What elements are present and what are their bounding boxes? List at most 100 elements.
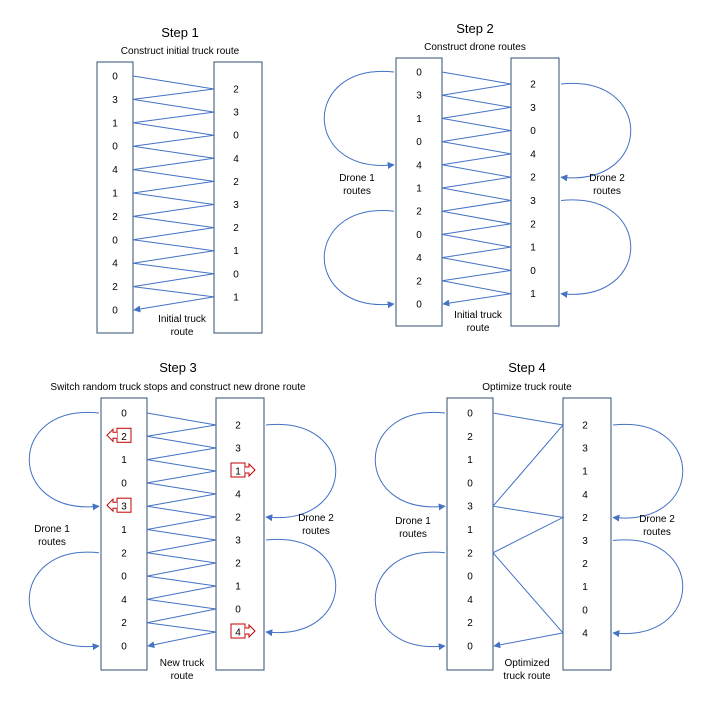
right-stop-column (510, 57, 560, 327)
switch-right-arrow-icon (245, 623, 256, 639)
drone-1-arc-upper (323, 70, 395, 169)
switch-right-arrow-icon (245, 462, 256, 478)
switch-left-arrow-icon (106, 428, 117, 443)
left-stop-label: 4 (416, 160, 422, 171)
drone-1-caption: Drone 1 (34, 524, 70, 535)
drone-1-caption: routes (399, 529, 427, 540)
left-stop-column (100, 397, 148, 671)
right-stop-label: 3 (530, 103, 536, 114)
left-stop-label: 0 (467, 478, 473, 489)
left-stop-column (96, 61, 134, 334)
drone-1-caption: Drone 1 (339, 173, 375, 184)
left-stop-label: 0 (121, 572, 127, 583)
drone-1-caption: routes (38, 537, 66, 548)
left-stop-label: 1 (416, 114, 422, 125)
truck-route-caption: route (467, 323, 490, 334)
right-stop-label: 4 (530, 149, 536, 160)
right-stop-label: 2 (235, 421, 241, 432)
left-stop-label: 2 (121, 548, 127, 559)
right-stop-label: 2 (582, 559, 588, 570)
right-stop-label: 0 (530, 126, 536, 137)
right-stop-column (213, 61, 263, 334)
left-stop-label: 3 (112, 95, 118, 106)
left-stop-column (395, 57, 443, 327)
right-stop-label: 1 (233, 246, 239, 257)
drone-2-arc-lower (612, 539, 684, 638)
drone-2-caption: routes (643, 527, 671, 538)
left-stop-label: 4 (121, 595, 127, 606)
right-stop-label: 2 (233, 223, 239, 234)
step-title: Step 3 (159, 360, 197, 375)
right-stop-label: 0 (235, 605, 241, 616)
drone-2-caption: routes (302, 526, 330, 537)
left-stop-label: 1 (467, 455, 473, 466)
truck-route-line (441, 71, 512, 295)
drone-2-caption: routes (593, 186, 621, 197)
right-stop-label: 2 (530, 219, 536, 230)
right-stop-label: 3 (233, 108, 239, 119)
right-stop-label: 4 (233, 154, 239, 165)
left-stop-label: 0 (112, 235, 118, 246)
right-stop-label: 2 (235, 513, 241, 524)
step-title: Step 2 (456, 21, 494, 36)
left-stop-label: 4 (416, 253, 422, 264)
step-panel-2: Step 2 Construct drone routes Drone 1 route… (323, 21, 632, 334)
left-stop-label: 0 (112, 72, 118, 83)
drone-1-arc-lower (28, 551, 100, 651)
right-stop-label: 1 (233, 292, 239, 303)
left-stop-label: 0 (416, 300, 422, 311)
left-stop-label: 2 (112, 212, 118, 223)
step-subtitle: Optimize truck route (482, 382, 572, 393)
left-stop-label: 0 (121, 642, 127, 653)
left-stop-label: 2 (416, 207, 422, 218)
truck-route-line (492, 412, 565, 634)
left-stop-label: 2 (467, 618, 473, 629)
truck-route-caption: truck route (503, 671, 551, 682)
right-stop-label: 1 (582, 467, 588, 478)
right-stop-label: 3 (233, 200, 239, 211)
drone-1-arc-lower (323, 210, 395, 309)
left-stop-label: 2 (467, 548, 473, 559)
step-panel-4: Step 4 Optimize truck route Drone 1 routes D… (374, 360, 684, 682)
right-stop-label: 2 (530, 173, 536, 184)
left-stop-label: 3 (121, 502, 127, 513)
left-stop-label: 3 (416, 91, 422, 102)
right-stop-label: 4 (582, 490, 588, 501)
right-stop-label: 1 (235, 582, 241, 593)
right-stop-label: 3 (235, 536, 241, 547)
drone-2-arc-upper (612, 423, 684, 522)
step-subtitle: Construct drone routes (424, 42, 526, 53)
right-stop-label: 4 (235, 628, 241, 639)
switch-left-arrow-icon (106, 497, 117, 513)
left-stop-label: 0 (112, 142, 118, 153)
left-stop-label: 2 (121, 432, 127, 443)
right-stop-label: 0 (233, 269, 239, 280)
truck-route-return-arrow (147, 631, 217, 649)
right-stop-label: 3 (530, 196, 536, 207)
left-stop-label: 2 (416, 276, 422, 287)
drone-2-arc-lower (265, 538, 337, 637)
drone-1-arc-upper (374, 411, 446, 511)
left-stop-label: 0 (112, 306, 118, 317)
drone-2-caption: Drone 2 (639, 514, 675, 525)
truck-route-caption: New truck (160, 658, 205, 669)
left-stop-label: 0 (121, 409, 127, 420)
step-panel-1: Step 1 Construct initial truck route 0 3 1 0 4… (96, 25, 263, 338)
right-stop-label: 2 (582, 421, 588, 432)
right-stop-label: 0 (582, 605, 588, 616)
left-stop-label: 2 (121, 618, 127, 629)
right-stop-label: 2 (530, 80, 536, 91)
right-stop-label: 0 (233, 131, 239, 142)
left-stop-label: 0 (416, 137, 422, 148)
left-stop-label: 1 (467, 525, 473, 536)
truck-route-return-arrow (133, 296, 215, 313)
left-stop-label: 0 (467, 572, 473, 583)
truck-route-line (146, 412, 217, 633)
drone-1-caption: Drone 1 (395, 516, 431, 527)
left-stop-column (446, 397, 494, 671)
left-stop-label: 2 (467, 432, 473, 443)
left-stop-label: 1 (112, 118, 118, 129)
drone-2-arc-upper (560, 82, 632, 182)
left-stop-label: 0 (467, 409, 473, 420)
